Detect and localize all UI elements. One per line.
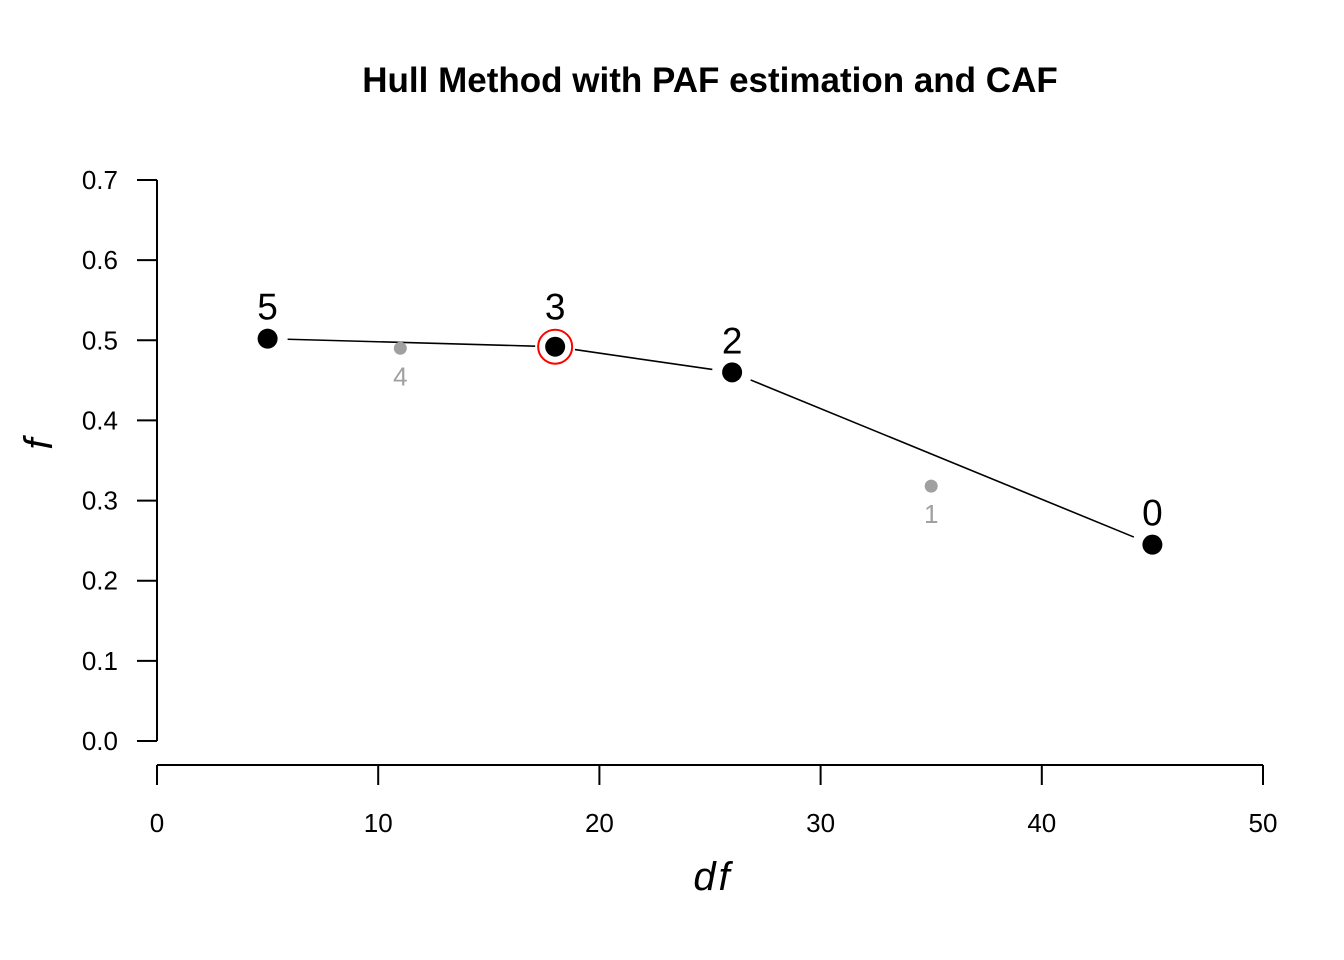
y-axis-title: f (17, 435, 61, 450)
points-group: 5 4 3 2 1 0 (257, 287, 1163, 555)
point-label: 5 (257, 287, 278, 328)
hull-point (545, 336, 566, 357)
hull-point (722, 362, 743, 383)
x-axis-title: df (693, 855, 733, 899)
y-tick-label: 0.0 (82, 726, 118, 756)
x-tick-label: 0 (150, 808, 164, 838)
point-label: 1 (924, 499, 938, 529)
off-hull-point (924, 479, 938, 493)
x-tick-label: 30 (806, 808, 835, 838)
off-hull-point (393, 341, 407, 355)
y-tick-label: 0.6 (82, 245, 118, 275)
y-tick-label: 0.7 (82, 165, 118, 195)
hull-line-group (287, 338, 1135, 538)
hull-point (1142, 534, 1163, 555)
y-tick-label: 0.1 (82, 646, 118, 676)
y-tick-label: 0.2 (82, 566, 118, 596)
x-tick-label: 20 (585, 808, 614, 838)
point-label: 3 (545, 287, 566, 328)
point-label: 0 (1142, 493, 1163, 534)
y-axis: 0.0 0.1 0.2 0.3 0.4 0.5 0.6 0.7 (82, 165, 158, 756)
point-label: 2 (722, 320, 743, 361)
chart-title: Hull Method with PAF estimation and CAF (362, 61, 1057, 100)
y-tick-label: 0.3 (82, 486, 118, 516)
hull-line-segment (574, 348, 713, 371)
point-label: 4 (393, 361, 407, 391)
x-tick-label: 40 (1027, 808, 1056, 838)
hull-line-segment (287, 338, 536, 347)
hull-line-segment (750, 379, 1135, 538)
y-tick-label: 0.4 (82, 405, 118, 435)
y-tick-label: 0.5 (82, 325, 118, 355)
x-axis: 0 10 20 30 40 50 (150, 764, 1278, 838)
x-tick-label: 10 (364, 808, 393, 838)
selected-point-ring (537, 328, 574, 365)
x-tick-label: 50 (1249, 808, 1278, 838)
hull-point (257, 328, 278, 349)
